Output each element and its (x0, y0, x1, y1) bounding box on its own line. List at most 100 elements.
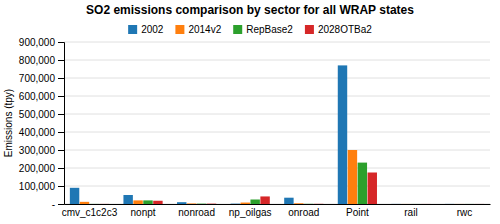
grid-line (64, 96, 490, 97)
legend-label: 2014v2 (188, 24, 221, 35)
tick: 700,000 (19, 73, 64, 84)
legend-item: 2002 (128, 24, 164, 35)
tick-label: rwc (457, 207, 473, 218)
legend-swatch (305, 25, 314, 34)
bar (207, 203, 216, 204)
grid-line (64, 132, 490, 133)
tick: Point (346, 204, 369, 218)
tick-label: 400,000 (19, 127, 56, 138)
legend-item: RepBase2 (233, 24, 293, 35)
bar (153, 201, 162, 204)
tick: 600,000 (19, 91, 64, 102)
bar (143, 200, 152, 204)
legend: 2002 2014v2 RepBase2 2028OTBa2 (128, 24, 372, 35)
tick-label: 900,000 (19, 37, 56, 48)
legend-swatch (175, 25, 184, 34)
axis-title: Emissions (tpy) (3, 89, 14, 157)
tick-mark (58, 204, 64, 205)
series (80, 150, 465, 204)
bar (304, 203, 313, 204)
bar (133, 200, 142, 204)
tick-label: nonroad (178, 207, 215, 218)
chart: SO2 emissions comparison by sector for a… (0, 0, 500, 224)
legend-swatch (128, 25, 137, 34)
tick-label: cmv_c1c2c3 (62, 207, 118, 218)
grid-line (64, 186, 490, 187)
plot: - 100,000 200,000 300,000 400,000 500,000 600,… (19, 37, 491, 218)
tick-label: 700,000 (19, 73, 56, 84)
tick-mark (58, 114, 64, 115)
grid-line (64, 150, 490, 151)
tick: cmv_c1c2c3 (62, 204, 118, 218)
tick: 200,000 (19, 163, 64, 174)
bar (197, 203, 206, 204)
grid-line (64, 114, 490, 115)
bar (284, 198, 293, 204)
tick-mark (58, 60, 64, 61)
axis-line (65, 204, 491, 205)
series (70, 65, 455, 204)
tick-label: 200,000 (19, 163, 56, 174)
bar (338, 65, 347, 204)
bar (368, 173, 377, 205)
bar (358, 163, 367, 204)
bar (231, 203, 240, 204)
tick-mark (58, 96, 64, 97)
bar (70, 188, 79, 204)
legend-label: 2002 (141, 24, 164, 35)
bar (465, 203, 474, 204)
tick: nonpt (131, 204, 156, 218)
bar (475, 203, 484, 204)
legend-label: 2028OTBa2 (318, 24, 372, 35)
legend-label: RepBase2 (246, 24, 293, 35)
axis-line (58, 43, 65, 205)
tick-label: rail (404, 207, 417, 218)
tick: rail (404, 204, 417, 218)
tick-label: 300,000 (19, 145, 56, 156)
tick-label: 600,000 (19, 91, 56, 102)
bar (250, 200, 259, 205)
series (90, 163, 475, 204)
bar (401, 203, 410, 204)
bar (348, 150, 357, 204)
legend-item: 2014v2 (175, 24, 221, 35)
tick-mark (58, 78, 64, 79)
tick-label: 500,000 (19, 109, 56, 120)
bar (90, 203, 99, 204)
bar (177, 202, 186, 204)
tick-mark (58, 168, 64, 169)
tick: 500,000 (19, 109, 64, 120)
grid-line (64, 60, 490, 61)
bars (70, 65, 484, 204)
grid-line (64, 78, 490, 79)
tick-label: nonpt (131, 207, 156, 218)
tick: 800,000 (19, 55, 64, 66)
bar (445, 203, 454, 204)
tick-label: - (52, 199, 55, 210)
bar (100, 203, 109, 204)
grid-line (64, 42, 490, 43)
tick-label: 100,000 (19, 181, 56, 192)
series (100, 173, 485, 205)
bar (260, 196, 269, 204)
x-axis: cmv_c1c2c3 nonpt nonroad np_oilgas onroad Poi… (62, 204, 491, 218)
tick-label: Point (346, 207, 369, 218)
legend-swatch (233, 25, 242, 34)
tick-mark (58, 132, 64, 133)
tick-label: 800,000 (19, 55, 56, 66)
bar (314, 203, 323, 204)
bar (123, 195, 132, 204)
tick: onroad (288, 204, 319, 218)
bar (455, 203, 464, 204)
tick-mark (58, 186, 64, 187)
tick-label: onroad (288, 207, 319, 218)
tick: 300,000 (19, 145, 64, 156)
grid (64, 42, 490, 204)
bar (391, 203, 400, 204)
bar (80, 202, 89, 204)
tick-label: np_oilgas (229, 207, 272, 218)
bar (187, 203, 196, 204)
bar (421, 203, 430, 204)
tick: 100,000 (19, 181, 64, 192)
bar (241, 203, 250, 204)
